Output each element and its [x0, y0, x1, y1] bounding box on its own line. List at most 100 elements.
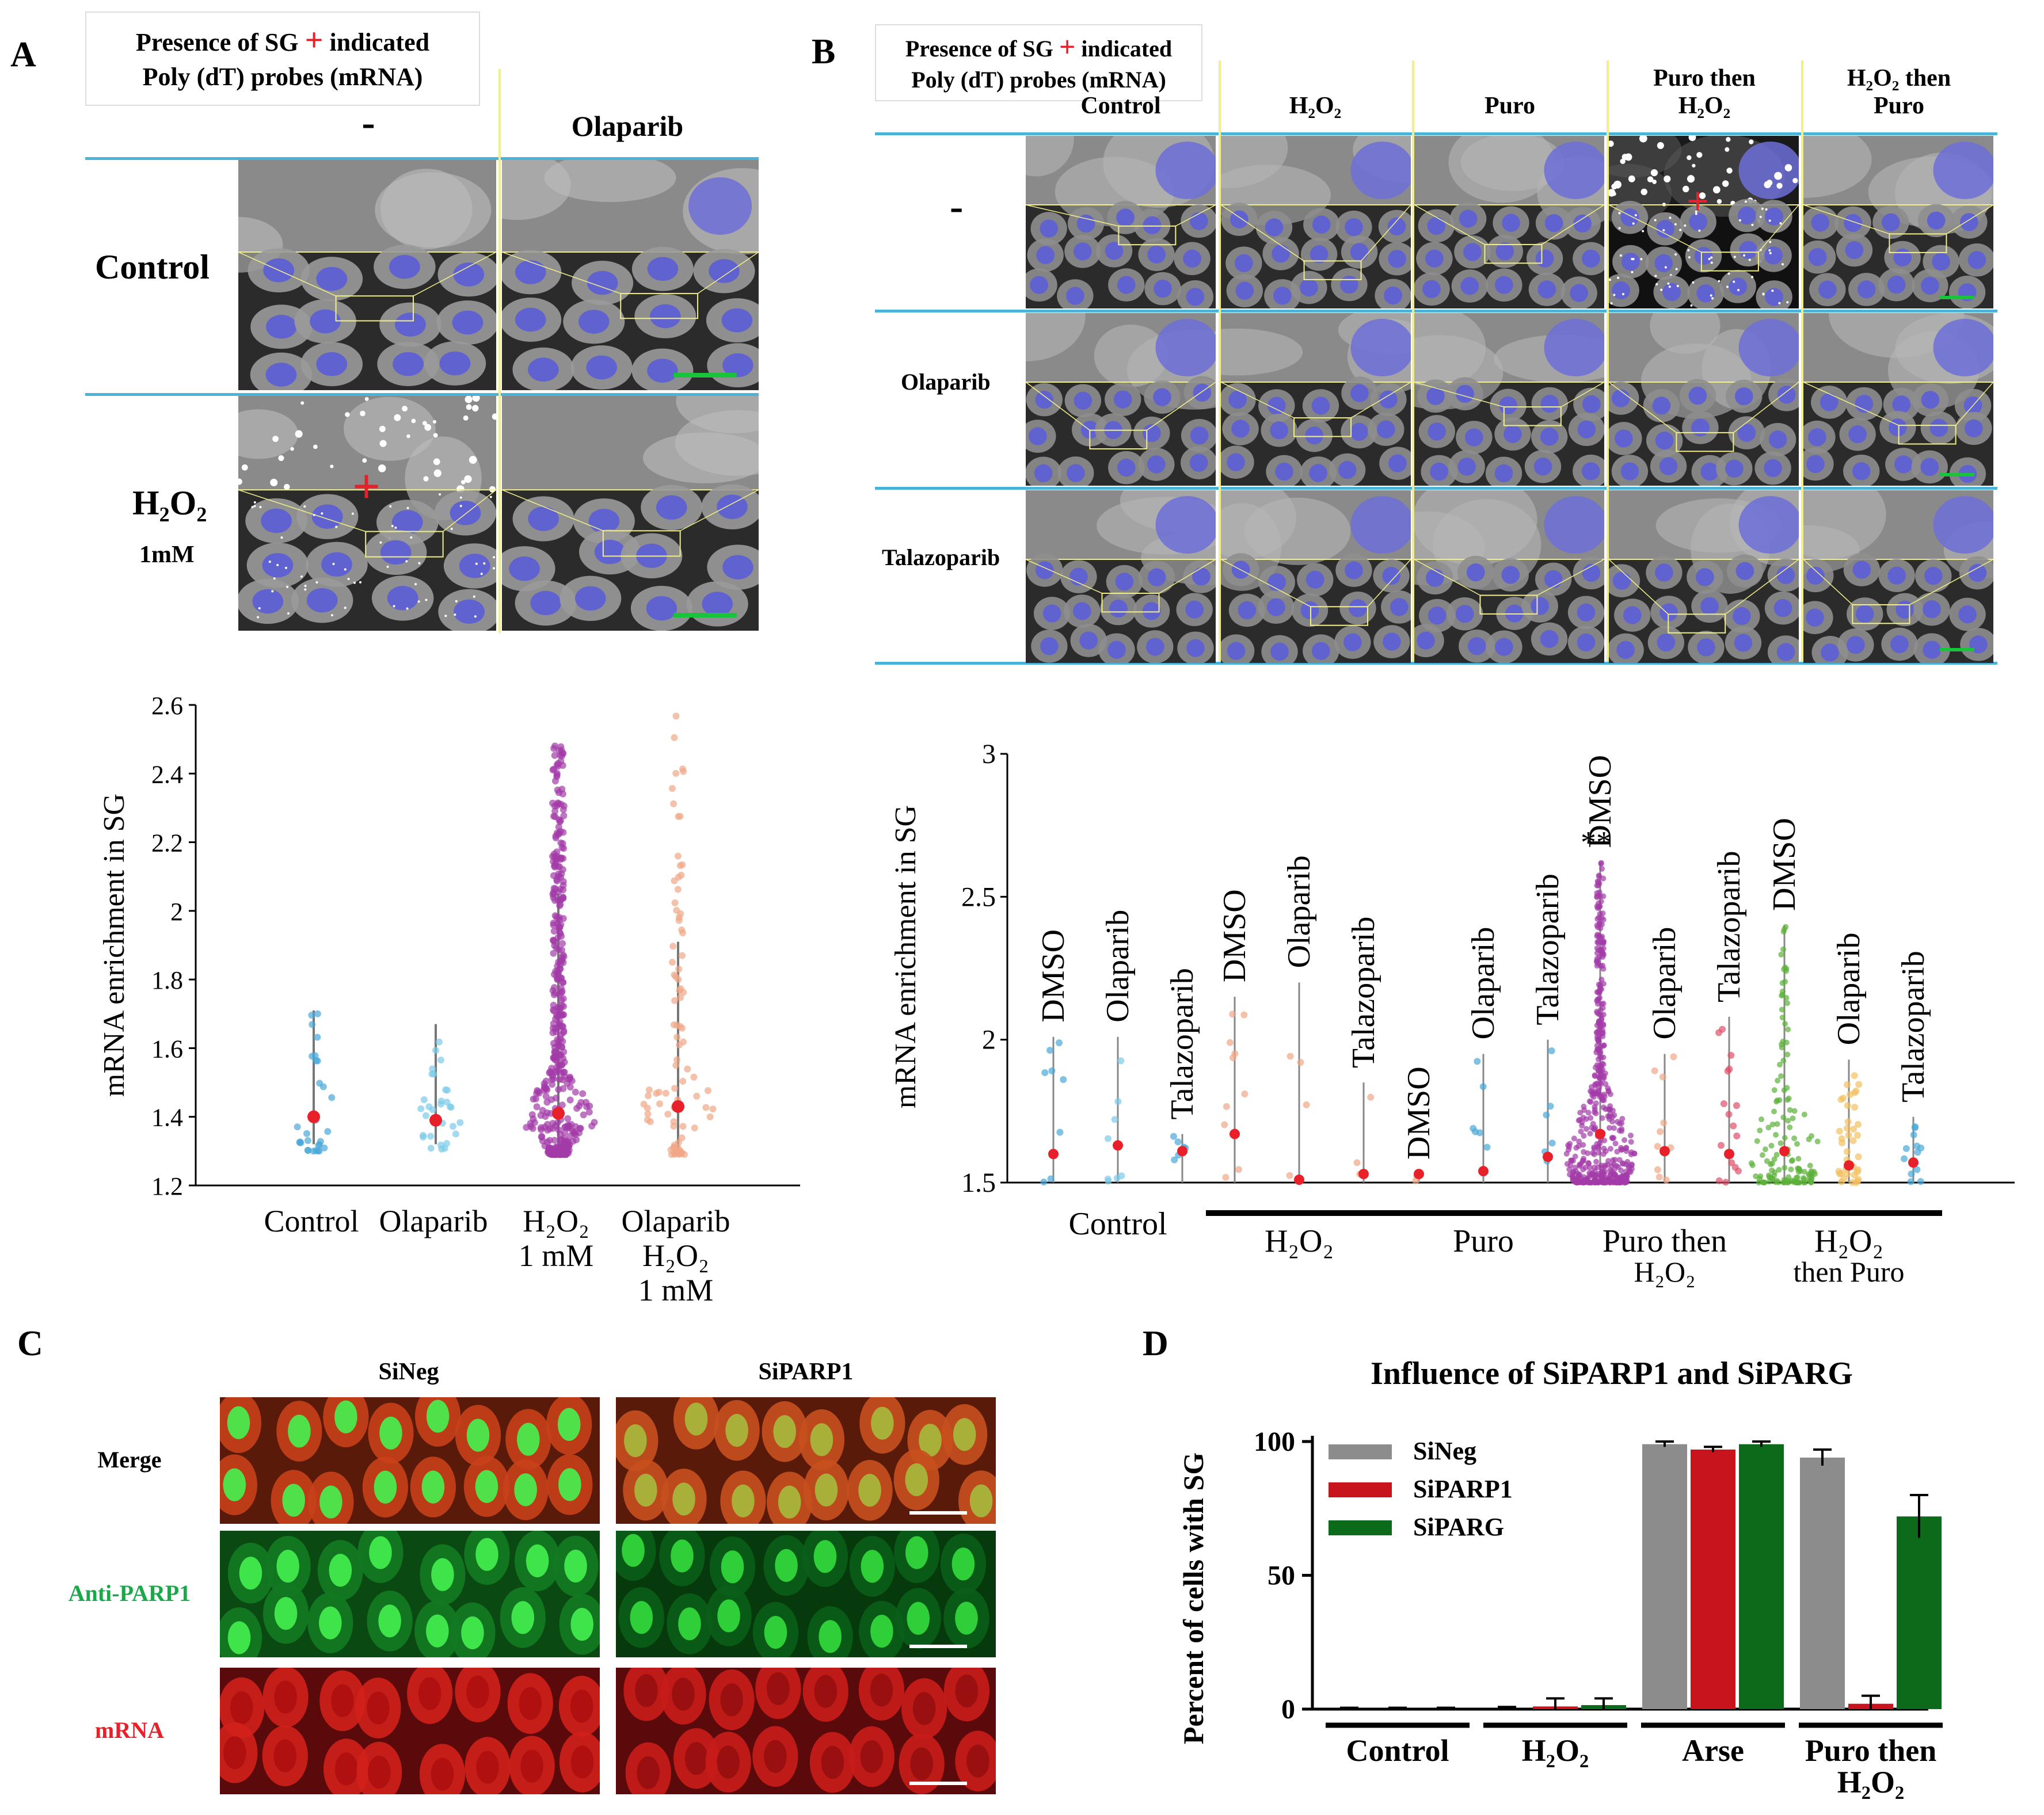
panel-b-legend: Presence of SG + indicated Poly (dT) pro… — [875, 24, 1202, 101]
zoom-granule — [472, 396, 480, 402]
micrograph-cells — [1609, 490, 1799, 663]
granule — [389, 505, 392, 508]
data-point — [1111, 1116, 1118, 1123]
data-point — [1779, 1044, 1785, 1051]
series-label: Talazoparib — [1711, 851, 1747, 1002]
data-point — [679, 861, 686, 868]
cell-nucleus — [778, 1485, 801, 1519]
data-point — [1595, 996, 1601, 1002]
granule — [439, 493, 441, 496]
micrograph-cells — [1221, 313, 1411, 486]
micrograph-c-r0-c0 — [220, 1397, 600, 1524]
cell-nucleus — [870, 1615, 893, 1648]
cell-nucleus — [288, 1414, 311, 1448]
micrograph-cells — [1221, 490, 1411, 663]
zoom-granule — [1620, 158, 1626, 165]
legend-swatch — [1329, 1520, 1392, 1535]
cell-nucleus — [1343, 633, 1362, 651]
data-point — [1775, 1077, 1781, 1084]
data-point — [452, 1130, 459, 1138]
data-point — [1773, 1131, 1779, 1138]
granule — [459, 505, 462, 508]
cell-nucleus — [452, 310, 484, 335]
data-point — [555, 823, 562, 831]
zoom-granule — [270, 478, 278, 486]
granule — [1771, 289, 1774, 292]
data-point — [1851, 1104, 1859, 1111]
cell-nucleus — [1923, 600, 1941, 619]
granule — [1695, 210, 1697, 213]
cell-nucleus — [1540, 630, 1559, 648]
col-b-4-l2: Puro — [1874, 93, 1924, 119]
data-point — [1802, 1179, 1808, 1185]
zoom-nucleus — [1544, 496, 1604, 554]
data-point — [1835, 1168, 1843, 1175]
cell-nucleus — [1573, 214, 1592, 233]
cell-nucleus — [1577, 420, 1596, 439]
cell-nucleus — [1350, 243, 1369, 261]
zoom-cell — [1221, 328, 1303, 376]
granule — [1710, 261, 1713, 264]
panel-a-row-h2o2: H₂O₂ — [132, 484, 207, 522]
data-point — [558, 855, 565, 862]
data-point — [432, 1047, 439, 1054]
zoom-nucleus — [1933, 142, 1993, 199]
granule — [1664, 266, 1667, 269]
data-point — [1846, 1090, 1853, 1098]
zoom-nucleus — [1933, 319, 1993, 376]
data-point — [1785, 1118, 1791, 1124]
cell-nucleus — [1855, 605, 1874, 623]
data-point — [1783, 924, 1789, 930]
data-point — [1597, 1027, 1603, 1033]
cell-nucleus — [1923, 640, 1942, 659]
zoom-granule — [1716, 199, 1722, 204]
cell-nucleus — [1183, 249, 1201, 268]
zoom-cell — [1244, 497, 1351, 565]
series-label: DMSO — [1217, 889, 1253, 982]
data-point — [1839, 1139, 1846, 1147]
data-point — [544, 1138, 551, 1146]
series-label: DMSO — [1767, 818, 1802, 911]
zoom-granule — [1647, 176, 1654, 182]
data-point — [673, 1034, 681, 1041]
cell-nucleus — [732, 1484, 755, 1517]
roi-line — [1541, 204, 1604, 245]
data-point — [1901, 1155, 1908, 1162]
zoom-granule — [362, 458, 367, 463]
granule — [251, 506, 254, 509]
cell-nucleus — [570, 1745, 594, 1779]
granule — [1640, 258, 1643, 261]
cell-nucleus — [526, 1544, 549, 1577]
granule — [1675, 268, 1678, 270]
data-point — [1599, 1115, 1605, 1121]
data-point — [437, 1057, 444, 1064]
cell-nucleus — [1921, 391, 1940, 409]
granule — [425, 598, 428, 601]
col-b-3-l1: Puro then — [1653, 65, 1756, 91]
data-point — [1757, 1127, 1763, 1134]
data-point — [1762, 1146, 1768, 1153]
panel-b-col-divider-1 — [1219, 60, 1221, 662]
y-tick-label: 50 — [1267, 1561, 1295, 1591]
data-point — [1575, 1143, 1582, 1149]
data-point — [542, 1093, 550, 1100]
data-point — [1600, 1179, 1607, 1185]
data-point — [544, 1120, 551, 1128]
data-point — [566, 1096, 574, 1104]
data-point — [1771, 1087, 1777, 1093]
zoom-granule — [1613, 180, 1622, 189]
series-label: DMSO — [1036, 929, 1071, 1023]
data-point — [437, 1097, 445, 1105]
data-point — [314, 1010, 321, 1017]
data-point — [1614, 1179, 1620, 1185]
cell-nucleus — [261, 508, 292, 533]
cell-nucleus — [1040, 219, 1058, 238]
cell-nucleus — [1113, 390, 1132, 409]
data-point — [1171, 1156, 1178, 1164]
data-point — [324, 1128, 332, 1135]
cell-nucleus — [1186, 288, 1205, 306]
data-point — [1585, 1109, 1592, 1116]
series-label: Olaparib — [1100, 910, 1136, 1023]
data-point — [1628, 1139, 1634, 1145]
data-point — [1594, 1022, 1600, 1028]
